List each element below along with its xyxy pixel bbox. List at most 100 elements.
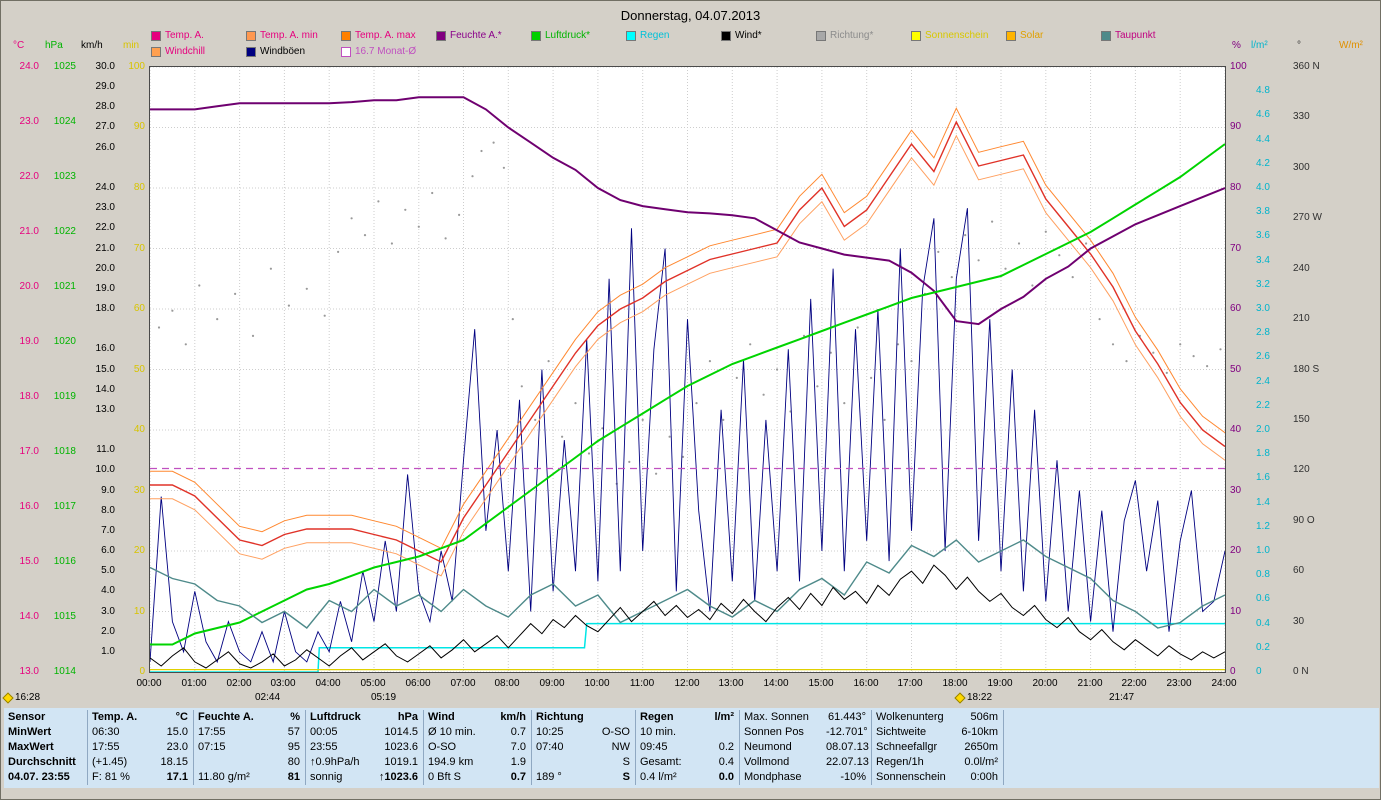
astro-time-16-28: 16:28 bbox=[2, 691, 40, 704]
axis-tick-hpa: 1025 bbox=[53, 61, 76, 72]
axis-tick-lm2: 0 bbox=[1256, 666, 1262, 677]
legend-label: Windchill bbox=[165, 46, 206, 57]
stats-cell-value: 1023.6 bbox=[370, 740, 424, 755]
axis-tick-hpa: 1023 bbox=[53, 171, 76, 182]
series-luftdruck bbox=[150, 143, 1225, 646]
stats-filler bbox=[1004, 710, 1379, 725]
series-windb-en bbox=[150, 208, 1225, 664]
stats-row-label: 04.07. 23:55 bbox=[4, 770, 88, 785]
legend-swatch-regen bbox=[626, 30, 636, 41]
stats-cell-value: 0.7 bbox=[484, 770, 532, 785]
legend-row-1: Temp. A. Temp. A. min Temp. A. max Feuchte … bbox=[151, 30, 1196, 41]
stats-cell-label: Ø 10 min. bbox=[428, 726, 476, 738]
legend-swatch-temp-a-min bbox=[246, 30, 256, 41]
axis-tick-deg: 180 S bbox=[1293, 364, 1320, 375]
stats-sensor-header-luftdruck: Luftdruck bbox=[310, 711, 361, 723]
axis-tick-pct: 100 bbox=[1230, 61, 1247, 72]
axis-tick-pct: 90 bbox=[1230, 121, 1242, 132]
stats-info-value: 2650m bbox=[954, 740, 1004, 755]
axis-tick-lm2: 3.0 bbox=[1256, 303, 1270, 314]
stats-cell-label: Gesamt: bbox=[640, 756, 682, 768]
axis-tick-lm2: 3.8 bbox=[1256, 206, 1270, 217]
axis-header-pct: % bbox=[1232, 40, 1241, 51]
axis-tick-kmh: 27.0 bbox=[95, 121, 115, 132]
axis-tick-sunmin: 90 bbox=[133, 121, 145, 132]
stats-info-value: -10% bbox=[822, 770, 872, 785]
legend-label: Solar bbox=[1020, 30, 1044, 41]
stats-cell-value: 80 bbox=[262, 755, 306, 770]
axis-tick-kmh: 23.0 bbox=[95, 202, 115, 213]
stats-sensor-unit bbox=[590, 710, 636, 725]
legend-item-16-7-monat: 16.7 Monat-Ø bbox=[341, 46, 436, 57]
axis-tick-deg: 210 bbox=[1293, 313, 1310, 324]
axis-tick-kmh: 22.0 bbox=[95, 222, 115, 233]
axis-tick-lm2: 4.4 bbox=[1256, 134, 1270, 145]
axis-tick-kmh: 20.0 bbox=[95, 263, 115, 274]
axis-tick-temp: 18.0 bbox=[19, 391, 39, 402]
sun-marker-icon bbox=[2, 691, 14, 704]
axis-tick-temp: 22.0 bbox=[19, 171, 39, 182]
stats-cell-value: 1014.5 bbox=[370, 725, 424, 740]
axis-tick-deg: 120 bbox=[1293, 464, 1310, 475]
axis-tick-pct: 10 bbox=[1230, 606, 1242, 617]
axis-tick-deg: 0 N bbox=[1293, 666, 1309, 677]
axis-tick-kmh: 21.0 bbox=[95, 243, 115, 254]
stats-filler bbox=[1004, 755, 1379, 770]
legend-label: Wind* bbox=[735, 30, 762, 41]
stats-row-label: MaxWert bbox=[4, 740, 88, 755]
series-richtung bbox=[157, 141, 1222, 485]
stats-info-value: 6-10km bbox=[954, 725, 1004, 740]
stats-cell-label: 0 Bft S bbox=[428, 771, 462, 783]
legend-swatch-windchill bbox=[151, 46, 161, 57]
axis-tick-kmh: 3.0 bbox=[101, 606, 115, 617]
series-temp-a-min bbox=[150, 134, 1225, 577]
stats-cell-label: 06:30 bbox=[92, 726, 120, 738]
axis-tick-deg: 300 bbox=[1293, 162, 1310, 173]
stats-info-label: Sonnen Pos bbox=[744, 726, 804, 738]
stats-row-label: Sensor bbox=[4, 710, 88, 725]
x-axis-label: 11:00 bbox=[629, 678, 655, 689]
axis-tick-pct: 40 bbox=[1230, 424, 1242, 435]
stats-cell-value: 0.4 bbox=[694, 755, 740, 770]
stats-table: Sensor Temp. A. °C Feuchte A.% Luftdruck hPa W… bbox=[4, 708, 1379, 788]
axis-tick-deg: 240 bbox=[1293, 263, 1310, 274]
stats-info-value: 08.07.13 bbox=[822, 740, 872, 755]
axis-tick-temp: 21.0 bbox=[19, 226, 39, 237]
axis-tick-sunmin: 40 bbox=[133, 424, 145, 435]
axis-tick-kmh: 29.0 bbox=[95, 81, 115, 92]
axis-tick-sunmin: 100 bbox=[128, 61, 145, 72]
axis-tick-pct: 60 bbox=[1230, 303, 1242, 314]
stats-sensor-header-feuchte-a: Feuchte A. bbox=[198, 711, 254, 723]
axis-tick-pct: 20 bbox=[1230, 545, 1242, 556]
page-title: Donnerstag, 04.07.2013 bbox=[620, 8, 761, 23]
axis-tick-kmh: 11.0 bbox=[96, 444, 115, 455]
axis-header-kmh: km/h bbox=[81, 40, 103, 51]
chart-area[interactable] bbox=[149, 66, 1226, 673]
axis-tick-deg: 270 W bbox=[1293, 212, 1322, 223]
stats-filler bbox=[1004, 770, 1379, 785]
axis-tick-kmh: 1.0 bbox=[101, 646, 115, 657]
stats-cell-value: 0.0 bbox=[694, 770, 740, 785]
stats-info-value: 506m bbox=[954, 710, 1004, 725]
sun-marker-icon bbox=[954, 691, 966, 704]
x-axis-label: 23:00 bbox=[1166, 678, 1192, 689]
legend-item-regen: Regen bbox=[626, 30, 721, 41]
legend-item-taupunkt: Taupunkt bbox=[1101, 30, 1196, 41]
x-axis-label: 07:00 bbox=[450, 678, 476, 689]
axis-tick-sunmin: 10 bbox=[133, 606, 145, 617]
stats-info-label: Sonnenschein bbox=[876, 771, 946, 783]
axis-tick-lm2: 1.8 bbox=[1256, 448, 1270, 459]
x-axis-label: 12:00 bbox=[674, 678, 700, 689]
stats-info-value: 22.07.13 bbox=[822, 755, 872, 770]
axis-tick-lm2: 3.2 bbox=[1256, 279, 1270, 290]
stats-cell-value: 7.0 bbox=[484, 740, 532, 755]
x-axis-label: 15:00 bbox=[808, 678, 834, 689]
x-axis-label: 09:00 bbox=[539, 678, 565, 689]
axis-tick-lm2: 2.6 bbox=[1256, 351, 1270, 362]
stats-cell-value: O-SO bbox=[590, 725, 636, 740]
legend-item-feuchte-a: Feuchte A.* bbox=[436, 30, 531, 41]
stats-cell-label: F: 81 % bbox=[92, 771, 130, 783]
x-axis-label: 17:00 bbox=[897, 678, 923, 689]
legend-item-solar: Solar bbox=[1006, 30, 1101, 41]
stats-sensor-unit: l/m² bbox=[694, 710, 740, 725]
